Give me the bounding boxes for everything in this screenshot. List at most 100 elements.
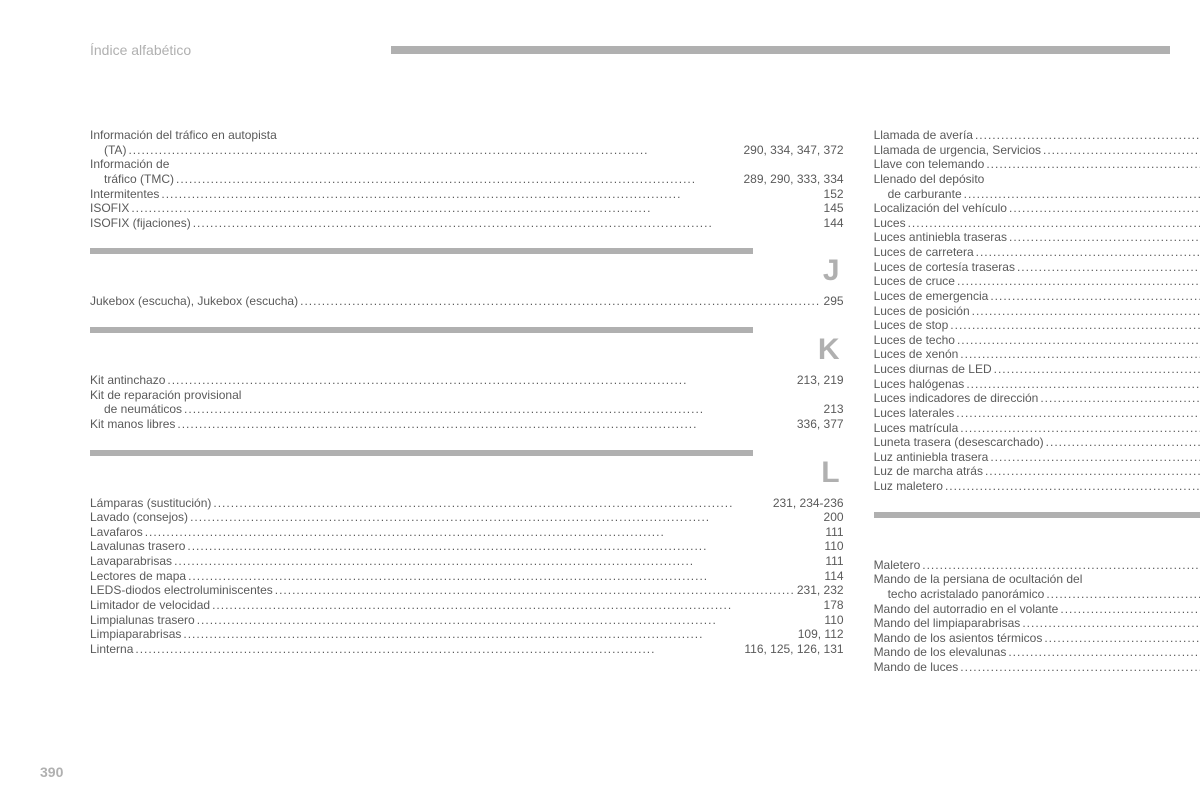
- index-entry: Llamada de avería.......................…: [874, 128, 1200, 143]
- index-entry: Lavalunas trasero.......................…: [90, 539, 844, 554]
- entry-leader-dots: ........................................…: [986, 157, 1200, 172]
- entry-term: Llamada de urgencia, Servicios: [874, 143, 1041, 158]
- entry-term: Luces indicadores de dirección: [874, 391, 1039, 406]
- entry-term: ISOFIX (fijaciones): [90, 216, 191, 231]
- entry-leader-dots: ........................................…: [990, 450, 1200, 465]
- entry-pages: 109, 112: [798, 627, 844, 642]
- entry-leader-dots: ........................................…: [135, 642, 742, 657]
- entry-term: ISOFIX: [90, 201, 129, 216]
- index-entry: Lámparas (sustitución)..................…: [90, 496, 844, 511]
- entry-pages: 213, 219: [797, 373, 844, 388]
- entry-leader-dots: ........................................…: [957, 333, 1200, 348]
- entry-leader-dots: ........................................…: [957, 274, 1200, 289]
- entry-term: Luces de stop: [874, 318, 949, 333]
- page-header: Índice alfabético: [90, 42, 1170, 58]
- entry-pages: 145: [824, 201, 844, 216]
- entry-term: Llave con telemando: [874, 157, 985, 172]
- entry-term: Intermitentes: [90, 187, 159, 202]
- entry-term: Mando de los elevalunas: [874, 645, 1007, 660]
- entry-term: Luces de posición: [874, 304, 970, 319]
- index-entry: Luces de stop...........................…: [874, 318, 1200, 333]
- entry-term: Luces matrícula: [874, 421, 959, 436]
- entry-pages: 336, 377: [797, 417, 844, 432]
- entry-pages: 295: [824, 294, 844, 309]
- entry-term: Luces de techo: [874, 333, 955, 348]
- entry-term: Luces de carretera: [874, 245, 974, 260]
- section-letter: K: [90, 335, 844, 365]
- entry-term: Mando de los asientos térmicos: [874, 631, 1043, 646]
- entry-leader-dots: ........................................…: [950, 318, 1200, 333]
- entry-term: Mando de luces: [874, 660, 959, 675]
- section-header: L: [90, 450, 844, 488]
- entry-term: Luces diurnas de LED: [874, 362, 992, 377]
- entry-leader-dots: ........................................…: [145, 525, 824, 540]
- entry-term: Llenado del depósito: [874, 172, 985, 187]
- index-entry: tráfico (TMC)...........................…: [90, 172, 844, 187]
- index-entry: Luz de marcha atrás.....................…: [874, 464, 1200, 479]
- entry-term: Lavado (consejos): [90, 510, 188, 525]
- index-entry: ISOFIX (fijaciones).....................…: [90, 216, 844, 231]
- entry-pages: 231, 234-236: [773, 496, 844, 511]
- entry-leader-dots: ........................................…: [1060, 602, 1200, 617]
- entry-leader-dots: ........................................…: [945, 479, 1200, 494]
- entry-leader-dots: ........................................…: [193, 216, 822, 231]
- entry-leader-dots: ........................................…: [183, 627, 795, 642]
- index-entry: Lavafaros...............................…: [90, 525, 844, 540]
- page-number: 390: [40, 764, 63, 780]
- entry-leader-dots: ........................................…: [197, 613, 823, 628]
- entry-term: Mando del autorradio en el volante: [874, 602, 1059, 617]
- entry-leader-dots: ........................................…: [187, 539, 822, 554]
- entry-pages: 200: [824, 510, 844, 525]
- section-bar: [874, 512, 1200, 518]
- index-entry: Luz maletero............................…: [874, 479, 1200, 494]
- entry-leader-dots: ........................................…: [1040, 391, 1200, 406]
- entry-term: Lavalunas trasero: [90, 539, 185, 554]
- index-entry: (TA)....................................…: [90, 143, 844, 158]
- index-entry: techo acristalado panorámico............…: [874, 587, 1200, 602]
- section-bar: [90, 450, 753, 456]
- index-entry: Luces indicadores de dirección..........…: [874, 391, 1200, 406]
- entry-leader-dots: ........................................…: [960, 660, 1200, 675]
- entry-term: Luces de xenón: [874, 347, 959, 362]
- index-entry: Luces matrícula.........................…: [874, 421, 1200, 436]
- index-entry: Mando de la persiana de ocultación del: [874, 572, 1200, 587]
- index-entry: Luces de cortesía traseras..............…: [874, 260, 1200, 275]
- entry-leader-dots: ........................................…: [167, 373, 794, 388]
- entry-leader-dots: ........................................…: [176, 172, 741, 187]
- index-entry: Llenado del depósito: [874, 172, 1200, 187]
- entry-leader-dots: ........................................…: [1044, 631, 1200, 646]
- header-bar: [391, 46, 1170, 54]
- entry-term: Limitador de velocidad: [90, 598, 210, 613]
- index-entry: Luces de carretera......................…: [874, 245, 1200, 260]
- index-entry: Información de: [90, 157, 844, 172]
- entry-term: LEDS-diodos electroluminiscentes: [90, 583, 273, 598]
- index-entry: Mando de los elevalunas.................…: [874, 645, 1200, 660]
- entry-term: Lavaparabrisas: [90, 554, 172, 569]
- entry-term: Luz antiniebla trasera: [874, 450, 989, 465]
- entry-term: techo acristalado panorámico: [874, 587, 1045, 602]
- entry-leader-dots: ........................................…: [1009, 201, 1200, 216]
- entry-pages: 144: [824, 216, 844, 231]
- entry-term: Luces laterales: [874, 406, 955, 421]
- entry-pages: 290, 334, 347, 372: [743, 143, 843, 158]
- index-entry: de neumáticos...........................…: [90, 402, 844, 417]
- index-entry: Linterna................................…: [90, 642, 844, 657]
- entry-leader-dots: ........................................…: [1043, 143, 1200, 158]
- index-entry: Mando del autorradio en el volante......…: [874, 602, 1200, 617]
- index-entry: Llamada de urgencia, Servicios..........…: [874, 143, 1200, 158]
- index-entry: Lavado (consejos).......................…: [90, 510, 844, 525]
- index-entry: Luz antiniebla trasera..................…: [874, 450, 1200, 465]
- index-entry: Jukebox (escucha), Jukebox (escucha)....…: [90, 294, 844, 309]
- index-entry: Luces de posición.......................…: [874, 304, 1200, 319]
- entry-leader-dots: ........................................…: [985, 464, 1200, 479]
- entry-pages: 111: [825, 525, 843, 540]
- entry-pages: 231, 232: [797, 583, 844, 598]
- entry-term: Lavafaros: [90, 525, 143, 540]
- entry-pages: 213: [824, 402, 844, 417]
- entry-term: Kit de reparación provisional: [90, 388, 241, 403]
- index-entry: Limpialunas trasero.....................…: [90, 613, 844, 628]
- entry-leader-dots: ........................................…: [131, 201, 821, 216]
- entry-leader-dots: ........................................…: [966, 377, 1200, 392]
- entry-leader-dots: ........................................…: [177, 417, 794, 432]
- entry-leader-dots: ........................................…: [212, 598, 821, 613]
